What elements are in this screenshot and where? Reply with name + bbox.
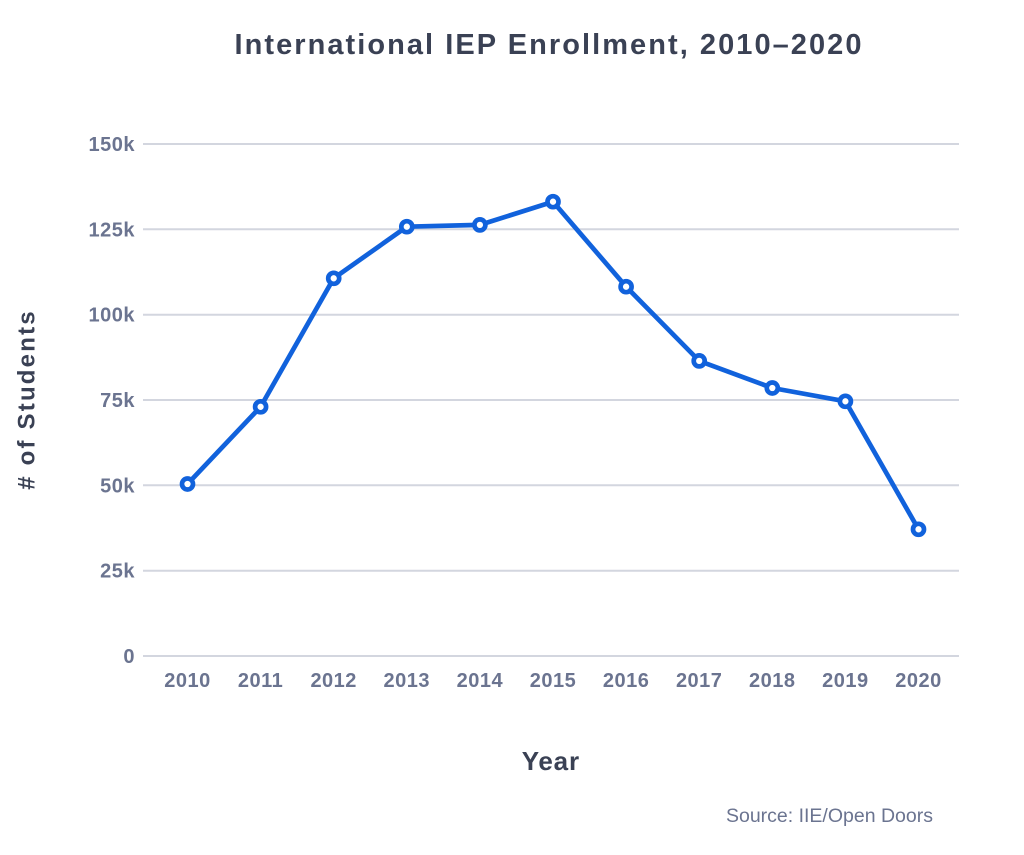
svg-text:Source: IIE/Open Doors: Source: IIE/Open Doors (726, 805, 933, 827)
svg-text:2018: 2018 (749, 670, 796, 692)
svg-text:2011: 2011 (238, 670, 283, 692)
svg-text:75k: 75k (100, 390, 135, 412)
svg-text:2019: 2019 (822, 670, 869, 692)
svg-text:25k: 25k (100, 561, 135, 583)
svg-text:100k: 100k (89, 305, 136, 327)
svg-text:0: 0 (123, 646, 135, 668)
svg-text:2014: 2014 (457, 670, 504, 692)
svg-text:150k: 150k (89, 134, 136, 156)
svg-text:50k: 50k (100, 475, 135, 497)
svg-text:2012: 2012 (310, 670, 357, 692)
svg-text:125k: 125k (89, 219, 136, 241)
svg-text:# of Students: # of Students (14, 309, 41, 490)
svg-text:2013: 2013 (384, 670, 431, 692)
svg-text:2020: 2020 (895, 670, 942, 692)
svg-text:2010: 2010 (164, 670, 211, 692)
svg-text:International IEP Enrollment,: International IEP Enrollment, 2010–2020 (234, 29, 863, 61)
svg-text:2015: 2015 (530, 670, 577, 692)
svg-text:Year: Year (522, 746, 580, 776)
svg-text:2016: 2016 (603, 670, 650, 692)
svg-text:2017: 2017 (676, 670, 723, 692)
